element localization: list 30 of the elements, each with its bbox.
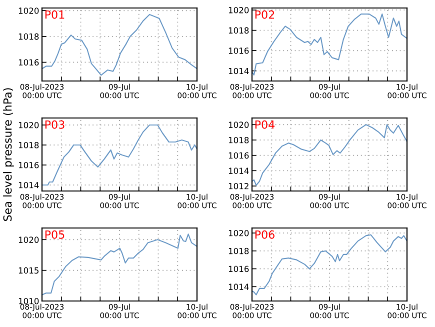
y-tick-label: 1016 [228,266,249,272]
y-tick-label: 1018 [18,33,39,40]
chart-title: P03 [45,120,64,129]
y-tick-label: 1020 [18,236,39,243]
y-tick-label: 1018 [228,27,249,34]
y-tick-label: 1015 [18,267,38,274]
y-tick-label: 1018 [228,136,249,144]
y-tick-label: 1016 [228,48,249,54]
y-tick-label: 1014 [228,168,249,174]
chart-title: P04 [255,120,275,129]
y-tick-label: 1020 [18,122,39,128]
y-tick-label: 1016 [18,162,39,168]
chart-title: P02 [255,10,274,19]
y-tick-label: 1020 [228,7,249,14]
y-tick-label: 1020 [18,8,39,14]
y-tick-label: 1010 [18,298,39,304]
chart-title: P05 [45,230,64,239]
y-tick-label: 1018 [228,248,249,254]
y-tick-label: 1020 [228,230,249,236]
y-tick-label: 1014 [228,284,249,290]
y-tick-label: 1016 [18,59,39,66]
y-tick-label: 1014 [228,68,249,74]
y-axis-title: Sea level pressure (hPa) [3,88,14,221]
y-tick-label: 1012 [228,182,248,190]
y-tick-label: 1020 [228,122,249,128]
chart-title: P01 [45,10,64,19]
y-tick-label: 1018 [18,142,39,148]
y-tick-label: 1016 [228,152,249,159]
y-tick-label: 1014 [18,182,39,188]
chart-title: P06 [255,230,274,239]
